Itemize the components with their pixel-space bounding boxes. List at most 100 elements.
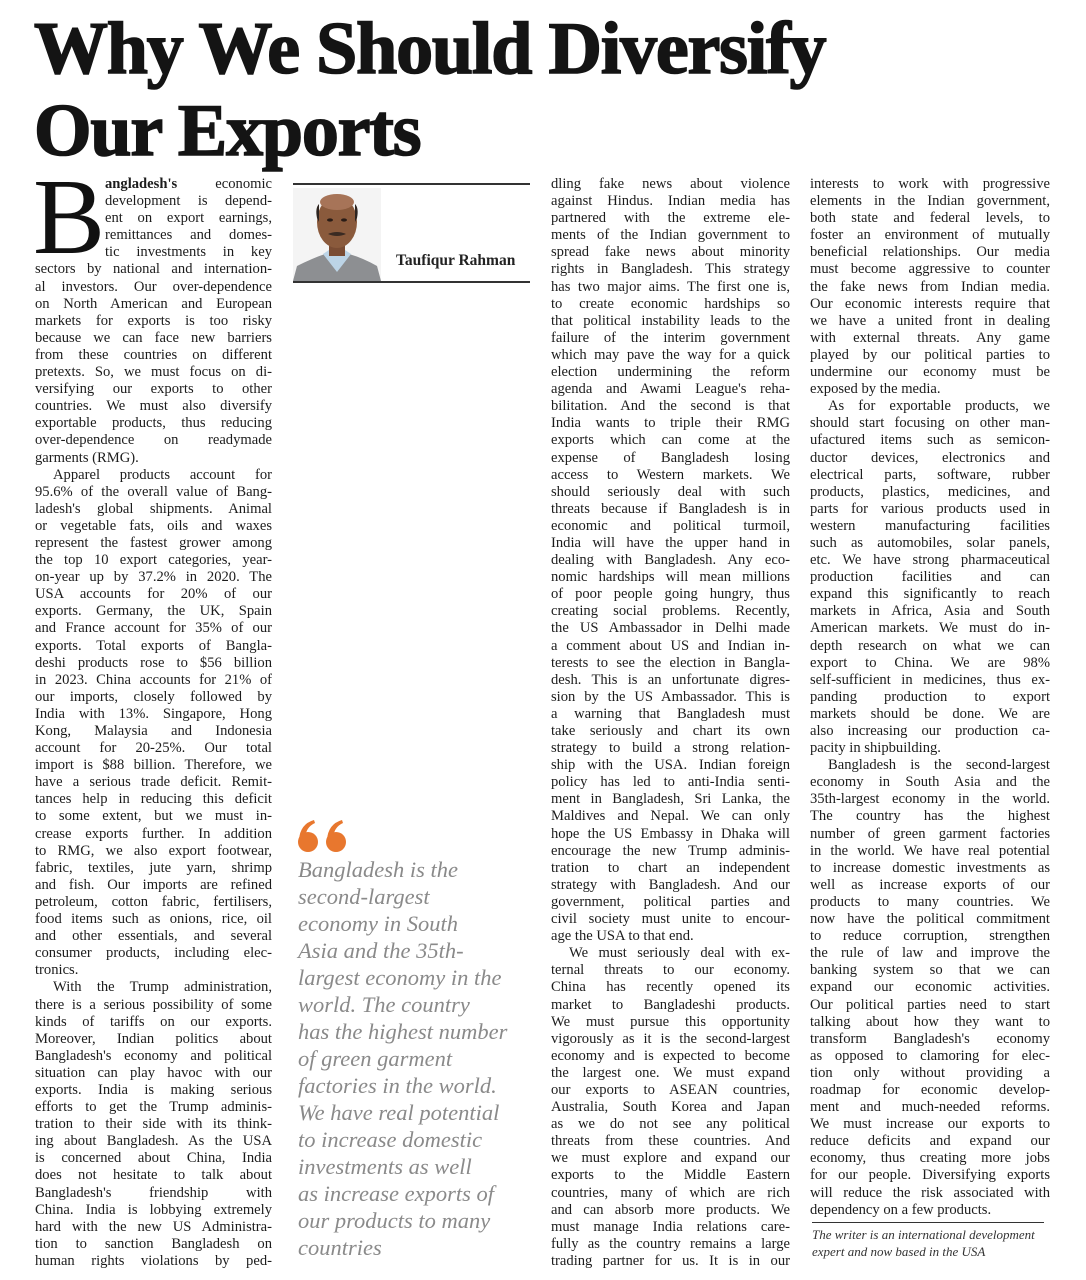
text-line: ship with the USA. Indian foreign [551,757,790,774]
headline-line-2: Our Exports [33,89,422,173]
text-line: tic investments in key [105,244,272,261]
text-line: As for exportable products, we [828,398,1050,415]
pull-quote-line: investments as well [298,1154,472,1179]
text-line: has two major aims. The first one is, [551,278,790,295]
pull-quote-line: We have real potential [298,1100,500,1125]
text-line: economy and is expected to become [551,1047,790,1064]
text-line: With the Trump administration, [53,979,272,996]
text-line: India with 13%. Singapore, Hong [35,705,272,722]
first-line-rest: economic [215,176,272,192]
pull-quote-line: largest economy in the [298,965,502,990]
text-line: exports. Germany, the UK, Spain [35,603,272,620]
text-line: fabric, textiles, jute yarn, shrimp [35,859,272,876]
text-line: take seriously and chart its own [551,723,790,739]
headline: Why We Should Diversify Our Exports [33,7,827,173]
text-line: China has recently opened its [551,979,790,996]
pull-quote-line: economy in South [298,911,458,936]
text-line: because we can face new barriers [35,329,272,346]
article-column-4: interests to work with progressive elemen… [810,176,1050,1219]
text-line: pretexts. So, we must focus on di- [35,364,272,381]
text-line: Bangladesh is the second-largest [828,757,1050,774]
text-line: ment in Bangladesh, Sri Lanka, the [551,791,790,808]
pull-quote-line: second-largest [298,884,430,909]
text-line: exports which can come at the [551,432,790,449]
text-line: against Hindus. Indian media has [551,193,790,210]
article-column-1: B angladesh's economic development is de… [33,164,272,1270]
text-line: with external threats. Any game [810,329,1050,346]
text-line: there is a serious possibility of some [35,996,272,1013]
author-note: The writer is an international developme… [812,1226,1052,1260]
text-line: 35th-largest economy in the world. [810,791,1050,808]
text-line: vigorously as it is the second-largest [551,1030,790,1047]
text-line: Australia, South Korea and Japan [551,1099,790,1116]
text-line: food items such as onions, rice, oil [35,911,272,928]
text-line: rights in Bangladesh. This strategy [551,261,790,278]
pull-quote-line: factories in the world. [298,1073,497,1098]
text-line: also increasing our production ca- [810,723,1050,739]
text-line: hope the US Embassy in Dhaka will [551,825,790,842]
text-line: petroleum, cotton fabric, fertilisers, [35,893,272,910]
text-line: western manufacturing facilities [810,517,1050,534]
text-line: consumer products, including elec- [35,945,272,962]
text-line: dependency on a few products. [810,1201,992,1218]
text-line: markets for exports is too risky [35,312,272,329]
text-line: on-year up by 37.2% in 2020. The [35,569,272,586]
pull-quote-line: world. The country [298,992,470,1017]
text-line: parts for various products used in [810,500,1050,517]
pull-quote-line: of green garment [298,1046,453,1071]
footer-rule [812,1222,1044,1223]
text-line: Kong, Malaysia and Indonesia [35,723,272,739]
text-line: tronics. [35,962,79,979]
text-line: over-dependence on readymade [35,432,272,449]
text-line: to RMG, we also export footwear, [35,842,272,859]
text-line: to create economic hardships so [551,295,790,312]
text-line: expense of Bangladesh losing [551,449,790,466]
text-line: that political instability leads to the [551,312,790,329]
text-line: government, political parties and [551,893,790,910]
lead-word: angladesh's [105,176,178,192]
text-line: import is $88 billion. Therefore, we [35,757,272,774]
text-line: human rights violations by ped- [35,1252,272,1269]
text-line: or vegetable fats, oils and waxes [35,517,272,534]
text-line: exposed by the media. [810,381,941,398]
text-line: of poor people going hungry, thus [551,586,790,603]
text-line: on North American and European [35,295,272,312]
text-line: exports to the Middle Eastern [551,1167,790,1184]
text-line: export to China. We are 98% [810,654,1050,671]
text-line: dling fake news about violence [551,176,790,192]
text-line: threats from these countries. And [551,1133,790,1150]
text-line: the US Ambassador in Delhi made [551,620,790,637]
text-line: in 2023. China accounts for 21% of [35,671,272,688]
text-line: Maldives and Nepal. We can only [551,808,790,825]
text-line: undermine our economy must be [810,364,1050,381]
text-line: and can absorb more products. We [551,1201,790,1218]
text-line: fully as the country remains a large [551,1235,790,1252]
text-line: crease exports further. In addition [35,825,272,842]
text-line: spread fake news about minority [551,244,790,261]
text-line: Our economic interests require that [810,295,1050,312]
text-line: USA accounts for 20% of our [35,586,272,603]
text-line: Apparel products account for [53,466,272,483]
text-line: will reduce the risk associated with [810,1184,1050,1201]
text-line: versifying our exports to other [35,381,272,398]
text-line: we must explore and expand our [551,1150,790,1167]
pull-quote-line: Asia and the 35th- [298,938,464,963]
text-line: markets in Africa, Asia and South [810,603,1050,620]
text-line: products, plastics, medicines, and [810,483,1050,500]
text-line: tion to sanction Bangladesh on [35,1235,272,1252]
text-line: the top 10 export categories, year- [35,552,272,569]
text-line: encourage the new Trump adminis- [551,842,790,859]
text-line: situation can play havoc with our [35,1064,272,1081]
text-line: pacity in shipbuilding. [810,740,941,757]
text-line: agenda and Awami League's reha- [551,381,790,398]
text-line: products to many countries. We [810,893,1050,910]
text-line: threats because if Bangladesh is in [551,500,790,517]
text-line: economy, thus creating more jobs [810,1150,1050,1167]
text-line: hard with the new US Administra- [35,1218,272,1235]
pull-quote: Bangladesh is the second-largest economy i… [298,856,538,1261]
text-line: civil society must unite to encour- [551,911,790,928]
pull-quote-line: countries [298,1235,382,1260]
text-line: and other essentials, and several [35,928,272,945]
byline-bottom-rule [293,281,530,283]
text-line: beneficial relationships. Our media [810,244,1050,261]
